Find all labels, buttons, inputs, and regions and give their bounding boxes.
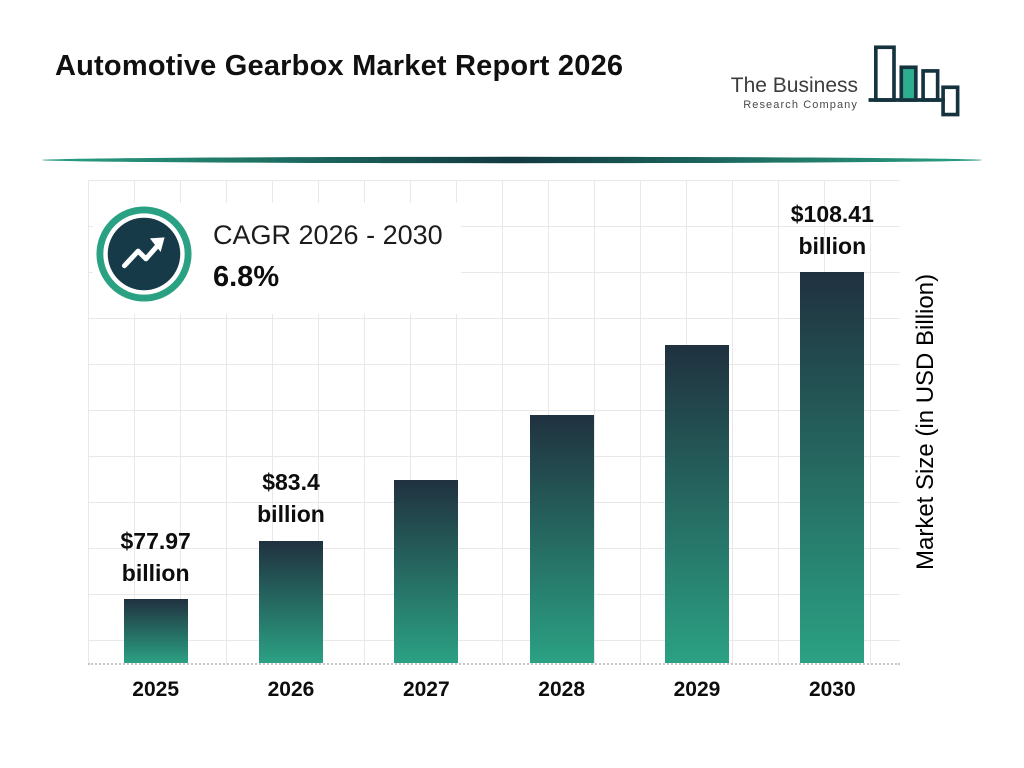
logo-bar-chart-icon <box>866 40 962 125</box>
company-logo: The Business Research Company <box>731 40 962 125</box>
bar-2026 <box>258 540 323 663</box>
cagr-badge: CAGR 2026 - 2030 6.8% <box>93 203 461 314</box>
bar-2025 <box>123 598 188 663</box>
cagr-period-label: CAGR 2026 - 2030 <box>213 219 443 250</box>
x-tick-2026: 2026 <box>267 678 315 701</box>
logo-line2: Research Company <box>743 99 858 111</box>
x-axis-labels: 2025 2026 2027 2028 2029 2030 <box>88 678 900 702</box>
y-axis-label: Market Size (in USD Billion) <box>912 273 939 570</box>
x-tick-2030: 2030 <box>808 678 856 701</box>
logo-line1: The Business <box>730 74 858 97</box>
x-tick-2025: 2025 <box>132 678 180 701</box>
bar-value-label-2025: $77.97 billion <box>120 527 191 586</box>
bar-column-2028 <box>494 180 629 663</box>
bar-2030 <box>800 272 865 663</box>
page-title: Automotive Gearbox Market Report 2026 <box>55 50 624 82</box>
x-tick-2027: 2027 <box>402 678 450 701</box>
cagr-texts: CAGR 2026 - 2030 6.8% <box>213 220 443 294</box>
x-tick-2029: 2029 <box>673 678 721 701</box>
bar-column-2027 <box>359 180 494 663</box>
bar-value-label-2030: $108.41 billion <box>790 200 874 260</box>
x-tick-2028: 2028 <box>538 678 585 701</box>
bar-2027 <box>394 479 459 663</box>
trend-up-icon <box>95 205 193 308</box>
bar-column-2029 <box>629 180 764 663</box>
bar-column-2025: $77.97 billion <box>88 180 223 663</box>
bar-2028 <box>529 414 594 663</box>
bar-2029 <box>664 345 729 663</box>
bar-column-2026: $83.4 billion <box>223 180 358 663</box>
bar-value-label-2026: $83.4 billion <box>257 469 325 528</box>
cagr-value: 6.8% <box>213 260 280 293</box>
bar-column-2030: $108.41 billion <box>765 180 900 663</box>
divider <box>40 152 985 164</box>
logo-text: The Business Research Company <box>731 74 858 111</box>
